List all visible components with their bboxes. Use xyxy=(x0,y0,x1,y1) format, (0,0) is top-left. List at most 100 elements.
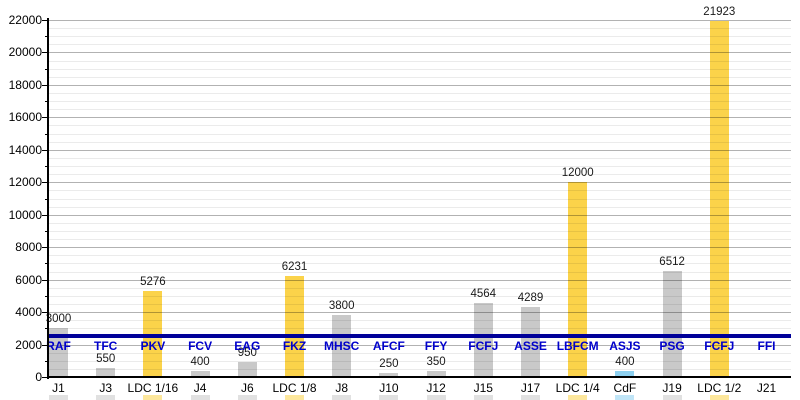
bottom-strip xyxy=(237,395,257,400)
gridline-minor xyxy=(48,157,791,159)
gridline-minor xyxy=(48,230,791,232)
bar-value-label: 400 xyxy=(190,355,210,368)
bottom-strip xyxy=(379,395,399,400)
x-axis-label: J3 xyxy=(99,381,113,395)
gridline-minor xyxy=(48,368,791,370)
gridline-minor xyxy=(48,263,791,265)
gridline-minor xyxy=(48,68,791,70)
bottom-strip xyxy=(709,395,729,400)
bottom-strip xyxy=(568,395,588,400)
gridline-major xyxy=(48,182,791,184)
threshold-line xyxy=(48,334,791,339)
gridline-minor xyxy=(48,101,791,103)
bar-value-label: 21923 xyxy=(703,6,736,19)
bottom-strip xyxy=(521,395,540,400)
gridline-minor xyxy=(48,76,791,78)
bar xyxy=(473,302,493,377)
x-axis-label: J1 xyxy=(52,381,65,395)
bar-value-label: 250 xyxy=(379,357,399,370)
gridline-minor xyxy=(48,190,791,192)
y-axis-label: 14000 xyxy=(8,142,42,157)
x-axis-label: LDC 1/8 xyxy=(272,381,317,395)
gridline-major xyxy=(48,117,791,119)
y-axis-label: 0 xyxy=(35,370,42,384)
y-axis-minor-tick xyxy=(45,295,48,297)
team-label: PSG xyxy=(659,339,685,354)
team-label: FFI xyxy=(757,339,776,354)
team-label: FFY xyxy=(424,339,448,354)
y-axis-major-tick xyxy=(42,84,48,86)
gridline-minor xyxy=(48,125,791,127)
x-axis-label: J15 xyxy=(473,381,493,395)
bar xyxy=(379,372,399,377)
gridline-minor xyxy=(48,60,791,62)
y-axis-minor-tick xyxy=(45,198,48,200)
bar xyxy=(96,368,116,377)
y-axis-major-tick xyxy=(42,149,48,151)
gridline-minor xyxy=(48,360,791,362)
gridline-minor xyxy=(48,303,791,305)
y-axis-label: 2000 xyxy=(15,337,42,352)
gridline-minor xyxy=(48,198,791,200)
team-label: RAF xyxy=(46,339,71,354)
y-axis-major-tick xyxy=(42,182,48,184)
bottom-strip xyxy=(473,395,493,400)
gridline-major xyxy=(48,52,791,54)
y-axis-label: 18000 xyxy=(8,77,42,92)
y-axis-minor-tick xyxy=(45,133,48,135)
bar-value-label: 4564 xyxy=(470,287,497,300)
bar xyxy=(190,370,210,377)
gridline-minor xyxy=(48,320,791,322)
team-label: EAG xyxy=(234,339,261,354)
bar-value-label: 5276 xyxy=(140,276,166,289)
bottom-strip xyxy=(143,395,163,400)
gridline-minor xyxy=(48,141,791,143)
y-axis-minor-tick xyxy=(45,68,48,70)
bottom-strip xyxy=(96,395,116,400)
gridline-minor xyxy=(48,287,791,289)
x-axis-label: LDC 1/16 xyxy=(127,381,179,395)
bar-value-label: 550 xyxy=(96,353,116,366)
gridline-major xyxy=(48,312,791,314)
x-axis-label: J19 xyxy=(662,381,682,395)
gridline-minor xyxy=(48,44,791,46)
gridline-major xyxy=(48,149,791,151)
y-axis-minor-tick xyxy=(45,230,48,232)
x-axis-label: J10 xyxy=(379,381,399,395)
x-axis xyxy=(47,376,791,378)
y-axis-minor-tick xyxy=(45,360,48,362)
bar xyxy=(237,361,257,377)
y-axis-major-tick xyxy=(42,279,48,281)
bottom-strip xyxy=(285,395,304,400)
gridline-major xyxy=(48,20,791,21)
bar xyxy=(662,271,682,377)
bottom-strip xyxy=(49,395,68,400)
y-axis-label: 12000 xyxy=(8,175,42,190)
y-axis-minor-tick xyxy=(45,36,48,38)
y-axis-label: 6000 xyxy=(15,272,42,287)
gridline-minor xyxy=(48,174,791,176)
gridline-minor xyxy=(48,206,791,208)
gridline-minor xyxy=(48,352,791,354)
bar xyxy=(143,291,163,377)
bar-value-label: 4289 xyxy=(517,292,544,305)
bar-value-label: 350 xyxy=(426,356,446,369)
gridline-major xyxy=(48,279,791,281)
y-axis-major-tick xyxy=(42,377,48,378)
bar xyxy=(709,21,729,377)
x-axis-label: J4 xyxy=(193,381,207,395)
bar xyxy=(615,370,635,377)
y-axis-label: 10000 xyxy=(8,207,42,222)
gridline-minor xyxy=(48,166,791,168)
gridline-minor xyxy=(48,271,791,273)
gridline-minor xyxy=(48,239,791,241)
team-label: LBFCM xyxy=(556,339,599,354)
bar xyxy=(426,371,446,377)
y-axis-label: 16000 xyxy=(8,110,42,125)
x-axis-label: LDC 1/4 xyxy=(555,381,600,395)
bar-value-label: 400 xyxy=(615,355,635,368)
bar xyxy=(285,275,304,377)
y-axis-major-tick xyxy=(42,20,48,21)
gridline-major xyxy=(48,84,791,86)
